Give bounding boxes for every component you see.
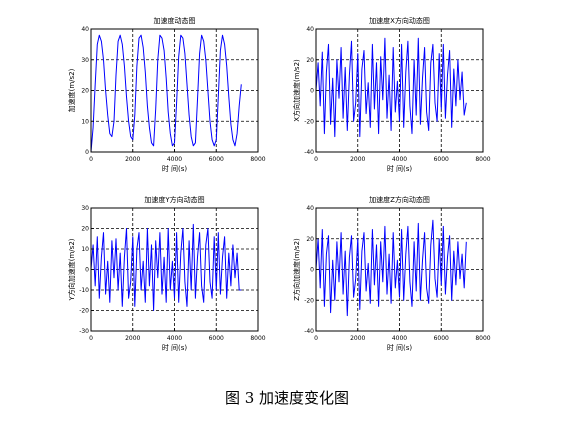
y-axis-label: Y方向加速度(m/s2) xyxy=(67,238,76,301)
chart-title: 加速度X方向动态图 xyxy=(369,16,430,25)
y-tick-label: -20 xyxy=(79,308,89,315)
y-axis-label: X方向加速度(m/s2) xyxy=(292,59,301,122)
x-tick-label: 6000 xyxy=(209,335,224,342)
y-tick-label: 30 xyxy=(81,205,89,212)
x-tick-label: 2000 xyxy=(125,156,140,163)
x-tick-label: 2000 xyxy=(350,335,365,342)
figure-caption: 图 3 加速度变化图 xyxy=(224,389,350,407)
x-tick-label: 2000 xyxy=(125,335,140,342)
x-axis-label: 时 间(s) xyxy=(162,343,188,352)
chart-title: 加速度Z方向动态图 xyxy=(369,195,430,204)
x-tick-label: 4000 xyxy=(167,335,182,342)
y-axis-label: Z方向加速度(m/s2) xyxy=(292,238,301,301)
x-tick-label: 4000 xyxy=(392,156,407,163)
x-axis-label: 时 间(s) xyxy=(387,164,413,173)
x-tick-label: 6000 xyxy=(209,156,224,163)
series-line-1 xyxy=(90,223,242,311)
y-axis-label: 加速度(m/s2) xyxy=(67,68,76,112)
y-tick-label: -10 xyxy=(79,287,89,294)
y-tick-label: 0 xyxy=(310,267,314,274)
x-tick-label: 6000 xyxy=(434,335,449,342)
x-tick-label: 0 xyxy=(314,335,318,342)
y-tick-label: 30 xyxy=(81,57,89,64)
y-tick-label: 10 xyxy=(81,246,89,253)
x-axis-label: 时 间(s) xyxy=(162,164,188,173)
y-tick-label: 40 xyxy=(81,26,89,33)
chart-title: 加速度Y方向动态图 xyxy=(144,195,204,204)
y-tick-label: -20 xyxy=(304,118,314,125)
y-tick-label: -30 xyxy=(79,328,89,335)
x-tick-label: 0 xyxy=(89,156,93,163)
series-line-1 xyxy=(315,37,467,138)
y-tick-label: 20 xyxy=(306,236,314,243)
chart-title: 加速度动态图 xyxy=(154,16,196,25)
y-tick-label: -40 xyxy=(304,328,314,335)
y-tick-label: 0 xyxy=(310,88,314,95)
x-tick-label: 0 xyxy=(89,335,93,342)
y-tick-label: 40 xyxy=(306,26,314,33)
y-tick-label: 20 xyxy=(81,226,89,233)
series-line-1 xyxy=(90,34,242,153)
x-tick-label: 0 xyxy=(314,156,318,163)
x-tick-label: 8000 xyxy=(250,335,265,342)
x-tick-label: 4000 xyxy=(392,335,407,342)
x-tick-label: 4000 xyxy=(167,156,182,163)
y-tick-label: 20 xyxy=(81,88,89,95)
x-tick-label: 6000 xyxy=(434,156,449,163)
x-tick-label: 2000 xyxy=(350,156,365,163)
y-tick-label: 0 xyxy=(85,149,89,156)
x-tick-label: 8000 xyxy=(250,156,265,163)
x-tick-label: 8000 xyxy=(475,335,490,342)
y-tick-label: 0 xyxy=(85,267,89,274)
chart-panel-3: 0 2000 4000 6000 8000 -30 -20 -10 0 10 20 30 加速度Y方向动… xyxy=(67,195,266,352)
series-line-1 xyxy=(315,219,467,317)
y-tick-label: 10 xyxy=(81,118,89,125)
y-tick-label: 40 xyxy=(306,205,314,212)
y-tick-label: 20 xyxy=(306,57,314,64)
x-tick-label: 8000 xyxy=(475,156,490,163)
y-tick-label: -40 xyxy=(304,149,314,156)
x-axis-label: 时 间(s) xyxy=(387,343,413,352)
y-tick-label: -20 xyxy=(304,297,314,304)
